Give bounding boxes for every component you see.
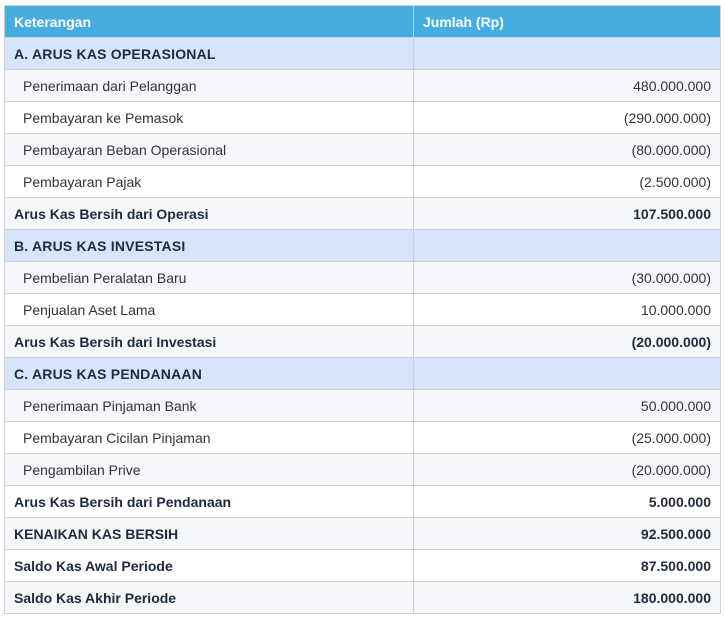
- row-label: Penerimaan dari Pelanggan: [4, 69, 414, 102]
- section-amount-empty: [413, 229, 721, 262]
- row-label: Pembelian Peralatan Baru: [4, 261, 414, 294]
- row-label: Pembayaran Beban Operasional: [4, 133, 414, 166]
- section-row-pendanaan: C. ARUS KAS PENDANAAN: [4, 357, 721, 390]
- section-amount-empty: [413, 37, 721, 70]
- cash-flow-statement: Keterangan Jumlah (Rp) A. ARUS KAS OPERA…: [4, 5, 721, 614]
- row-label: Penerimaan Pinjaman Bank: [4, 389, 414, 422]
- section-amount-empty: [413, 357, 721, 390]
- row-label: Pembayaran Cicilan Pinjaman: [4, 421, 414, 454]
- row-amount: 10.000.000: [413, 293, 721, 326]
- column-header-amount: Jumlah (Rp): [413, 5, 721, 38]
- table-row: Penerimaan dari Pelanggan 480.000.000: [4, 69, 721, 102]
- total-row-net-increase: KENAIKAN KAS BERSIH 92.500.000: [4, 517, 721, 550]
- section-title: B. ARUS KAS INVESTASI: [4, 229, 414, 262]
- section-row-operasional: A. ARUS KAS OPERASIONAL: [4, 37, 721, 70]
- row-amount: (25.000.000): [413, 421, 721, 454]
- row-amount: (20.000.000): [413, 453, 721, 486]
- row-amount: 480.000.000: [413, 69, 721, 102]
- table-row: Pembelian Peralatan Baru (30.000.000): [4, 261, 721, 294]
- subtotal-label: Arus Kas Bersih dari Investasi: [4, 325, 414, 358]
- column-header-description: Keterangan: [4, 5, 414, 38]
- subtotal-row-pendanaan: Arus Kas Bersih dari Pendanaan 5.000.000: [4, 485, 721, 518]
- row-amount: (80.000.000): [413, 133, 721, 166]
- row-label: Pengambilan Prive: [4, 453, 414, 486]
- row-label: Penjualan Aset Lama: [4, 293, 414, 326]
- table-row: Penerimaan Pinjaman Bank 50.000.000: [4, 389, 721, 422]
- total-label: Saldo Kas Akhir Periode: [4, 581, 414, 614]
- total-label: Saldo Kas Awal Periode: [4, 549, 414, 582]
- total-amount: 92.500.000: [413, 517, 721, 550]
- subtotal-amount: (20.000.000): [413, 325, 721, 358]
- subtotal-row-operasi: Arus Kas Bersih dari Operasi 107.500.000: [4, 197, 721, 230]
- total-row-closing-balance: Saldo Kas Akhir Periode 180.000.000: [4, 581, 721, 614]
- total-amount: 87.500.000: [413, 549, 721, 582]
- subtotal-amount: 107.500.000: [413, 197, 721, 230]
- table-row: Pembayaran Beban Operasional (80.000.000…: [4, 133, 721, 166]
- table-row: Pembayaran Cicilan Pinjaman (25.000.000): [4, 421, 721, 454]
- cash-flow-table: Keterangan Jumlah (Rp) A. ARUS KAS OPERA…: [4, 5, 721, 614]
- subtotal-row-investasi: Arus Kas Bersih dari Investasi (20.000.0…: [4, 325, 721, 358]
- row-label: Pembayaran Pajak: [4, 165, 414, 198]
- total-row-opening-balance: Saldo Kas Awal Periode 87.500.000: [4, 549, 721, 582]
- subtotal-amount: 5.000.000: [413, 485, 721, 518]
- row-amount: (290.000.000): [413, 101, 721, 134]
- table-row: Penjualan Aset Lama 10.000.000: [4, 293, 721, 326]
- section-title: C. ARUS KAS PENDANAAN: [4, 357, 414, 390]
- row-amount: (2.500.000): [413, 165, 721, 198]
- subtotal-label: Arus Kas Bersih dari Operasi: [4, 197, 414, 230]
- table-row: Pembayaran ke Pemasok (290.000.000): [4, 101, 721, 134]
- section-row-investasi: B. ARUS KAS INVESTASI: [4, 229, 721, 262]
- total-label: KENAIKAN KAS BERSIH: [4, 517, 414, 550]
- table-header-row: Keterangan Jumlah (Rp): [4, 5, 721, 38]
- row-amount: (30.000.000): [413, 261, 721, 294]
- table-row: Pembayaran Pajak (2.500.000): [4, 165, 721, 198]
- row-label: Pembayaran ke Pemasok: [4, 101, 414, 134]
- subtotal-label: Arus Kas Bersih dari Pendanaan: [4, 485, 414, 518]
- section-title: A. ARUS KAS OPERASIONAL: [4, 37, 414, 70]
- row-amount: 50.000.000: [413, 389, 721, 422]
- table-row: Pengambilan Prive (20.000.000): [4, 453, 721, 486]
- total-amount: 180.000.000: [413, 581, 721, 614]
